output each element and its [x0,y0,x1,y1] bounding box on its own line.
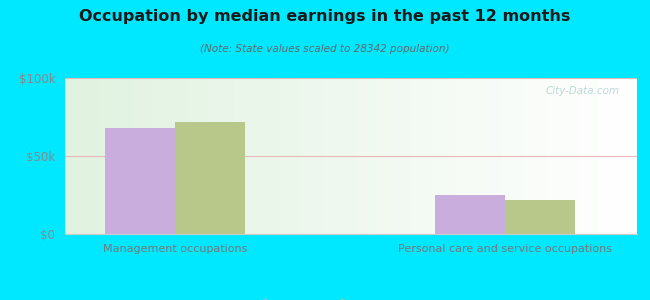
Bar [435,195,505,234]
Text: City-Data.com: City-Data.com [546,86,620,96]
Legend: 28342, North Carolina: 28342, North Carolina [261,299,441,300]
Bar [105,128,175,234]
Text: (Note: State values scaled to 28342 population): (Note: State values scaled to 28342 popu… [200,44,450,53]
Text: Occupation by median earnings in the past 12 months: Occupation by median earnings in the pas… [79,9,571,24]
Bar [505,200,575,234]
Bar [175,122,246,234]
